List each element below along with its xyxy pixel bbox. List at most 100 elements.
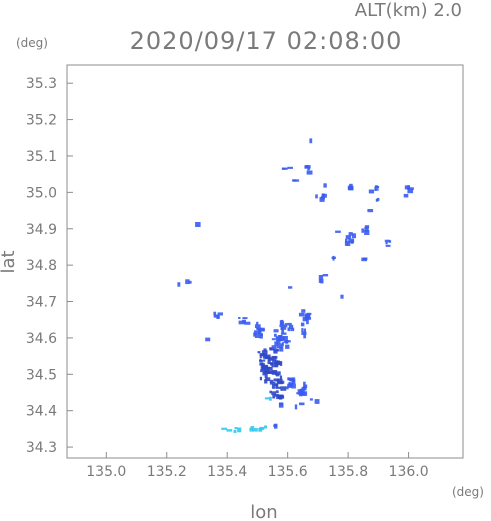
- echo-cell: [256, 321, 259, 326]
- y-unit-label: (deg): [16, 36, 48, 50]
- echo-cluster-22: [185, 279, 192, 285]
- echo-cell: [285, 341, 289, 344]
- echo-cell: [301, 391, 306, 396]
- echo-cell: [335, 230, 341, 233]
- echo-cell: [271, 362, 277, 365]
- echo-cell: [285, 344, 290, 349]
- echo-cell: [285, 340, 291, 343]
- x-tick-label-2: 135.4: [207, 464, 247, 480]
- echo-cluster-40: [281, 166, 293, 170]
- echo-cell: [284, 323, 288, 328]
- echo-cell: [271, 338, 276, 341]
- echo-cell: [275, 390, 279, 394]
- echo-cell: [345, 235, 351, 240]
- echo-cell: [306, 165, 311, 169]
- echo-cell: [263, 348, 267, 352]
- echo-cell: [350, 240, 354, 244]
- echo-cell: [345, 238, 348, 243]
- echo-cluster-7: [238, 317, 251, 325]
- y-tick-label-1: 34.4: [26, 404, 57, 420]
- echo-cell: [299, 392, 303, 397]
- echo-cell: [258, 427, 263, 432]
- echo-cell: [368, 189, 375, 194]
- echo-cell: [287, 166, 293, 169]
- echo-cell: [374, 188, 379, 191]
- x-tick-label-5: 136.0: [389, 464, 429, 480]
- echo-cell: [254, 333, 261, 338]
- echo-cell: [273, 329, 279, 333]
- echo-cell: [205, 337, 211, 342]
- echo-cell: [302, 316, 307, 322]
- echo-cluster-14: [264, 396, 272, 401]
- echo-cell: [271, 345, 277, 350]
- echo-cell: [403, 193, 409, 198]
- echo-cluster-5: [271, 329, 291, 352]
- echo-cell: [274, 333, 277, 337]
- echo-cell: [280, 332, 287, 335]
- echo-cell: [277, 339, 282, 342]
- echo-cell: [301, 331, 307, 335]
- echo-cell: [275, 373, 280, 377]
- y-tick-label-6: 34.9: [26, 222, 57, 238]
- echo-cluster-25: [318, 274, 329, 284]
- echo-cluster-0: [259, 359, 285, 384]
- echo-cell: [303, 333, 306, 339]
- echo-cell: [361, 257, 367, 262]
- echo-cell: [257, 351, 261, 354]
- echo-cell: [348, 232, 353, 236]
- x-unit-label: (deg): [452, 485, 484, 499]
- echo-cell: [213, 314, 219, 318]
- echo-cell: [388, 240, 392, 243]
- echo-cell: [408, 187, 414, 190]
- echo-cell: [364, 226, 369, 232]
- echo-cell: [226, 429, 233, 432]
- echo-cell: [269, 382, 276, 385]
- echo-cluster-13: [278, 402, 284, 408]
- echo-cell: [271, 384, 276, 389]
- echo-cell: [331, 256, 336, 259]
- echo-cell: [303, 384, 308, 388]
- echo-cell: [269, 396, 272, 401]
- echo-cell: [177, 282, 181, 287]
- echo-cell: [287, 327, 290, 332]
- echo-cell: [260, 369, 265, 373]
- echo-cell: [298, 312, 305, 317]
- echo-cell: [367, 209, 374, 213]
- echo-cluster-2: [269, 381, 287, 400]
- echo-cell: [237, 427, 242, 433]
- echo-cell: [297, 389, 303, 393]
- echo-cell: [294, 404, 298, 410]
- echo-cell: [254, 324, 261, 329]
- x-tick-label-0: 135.0: [86, 464, 126, 480]
- echo-cell: [290, 327, 295, 332]
- echo-cell: [260, 333, 263, 336]
- echo-cell: [320, 278, 324, 284]
- echo-cell: [252, 428, 258, 432]
- echo-cell: [275, 336, 279, 339]
- echo-cluster-26: [331, 255, 336, 261]
- echo-cell: [288, 286, 293, 289]
- echo-cell: [293, 179, 300, 182]
- echo-cell: [275, 360, 279, 364]
- echo-cell: [315, 194, 318, 199]
- echo-cluster-11: [309, 398, 320, 404]
- echo-cell: [361, 228, 365, 233]
- echo-cell: [288, 324, 294, 329]
- echo-cell: [375, 186, 380, 189]
- echo-cell: [301, 386, 307, 391]
- echo-layer: [177, 138, 414, 433]
- y-axis-label: lat: [0, 250, 19, 273]
- echo-cell: [216, 315, 220, 319]
- echo-cluster-31: [384, 239, 392, 247]
- echo-cluster-19: [273, 423, 278, 429]
- echo-cell: [282, 336, 288, 341]
- y-tick-label-2: 34.5: [26, 367, 57, 383]
- echo-cell: [384, 239, 390, 243]
- echo-cell: [291, 383, 296, 389]
- echo-cell: [259, 376, 262, 381]
- echo-cell: [262, 364, 269, 370]
- echo-cell: [301, 328, 304, 333]
- echo-cell: [276, 378, 283, 383]
- y-tick-label-9: 35.2: [26, 113, 57, 129]
